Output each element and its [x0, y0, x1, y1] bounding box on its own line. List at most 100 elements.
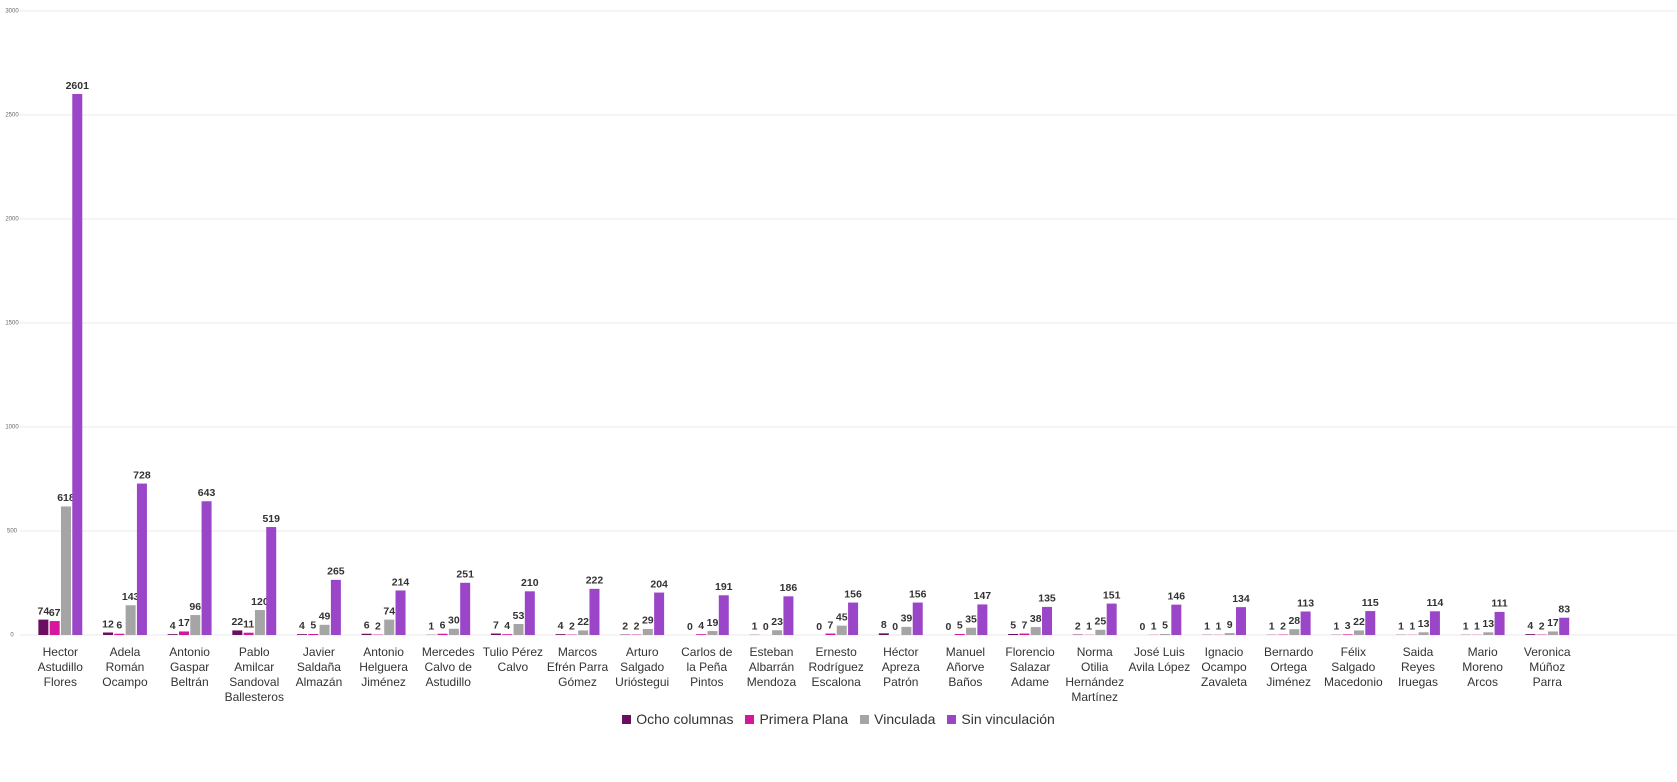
bar: [190, 615, 201, 635]
bar: [513, 623, 524, 635]
data-label: 23: [771, 616, 783, 628]
y-tick-label: 1500: [5, 321, 19, 327]
bar: [201, 501, 212, 635]
data-label: 1: [1333, 621, 1339, 633]
bar: [125, 605, 136, 635]
x-tick-label: Javier Saldaña Almazán: [295, 645, 343, 689]
bar: [502, 634, 513, 635]
bar: [954, 633, 965, 635]
bar: [783, 596, 794, 635]
bar: [966, 627, 977, 635]
bar: [1224, 633, 1235, 635]
data-label: 210: [521, 577, 539, 589]
x-tick-label: José Luis Avila López: [1128, 645, 1191, 674]
x-tick-label: Carlos de la Peña Pintos: [681, 645, 733, 689]
data-label: 2: [634, 620, 640, 632]
bar: [836, 625, 847, 635]
x-tick-label: Arturo Salgado Urióstegui: [615, 645, 670, 689]
x-tick-label: Héctor Apreza Patrón: [881, 645, 920, 689]
data-label: 111: [1491, 598, 1508, 610]
data-label: 96: [189, 601, 201, 613]
bar: [825, 633, 836, 635]
data-label: 519: [262, 513, 280, 525]
bar: [114, 633, 125, 635]
bar: [1171, 604, 1182, 635]
data-label: 7: [493, 619, 499, 631]
bar: [1042, 606, 1053, 635]
legend-label: Sin vinculación: [961, 711, 1055, 727]
legend-label: Ocho columnas: [636, 711, 734, 727]
data-label: 5: [1010, 620, 1016, 632]
data-label: 2: [1280, 620, 1286, 632]
data-label: 115: [1362, 597, 1379, 609]
data-label: 13: [1482, 618, 1494, 630]
data-label: 643: [198, 487, 216, 499]
data-label: 22: [231, 616, 243, 628]
data-label: 3: [1345, 620, 1351, 632]
bar: [49, 621, 60, 635]
data-label: 120: [251, 596, 269, 608]
bar: [1106, 603, 1117, 635]
data-label: 618: [57, 492, 75, 504]
bar: [901, 626, 912, 635]
data-label: 1: [1151, 621, 1157, 633]
x-tick-label: Mario Moreno Arcos: [1462, 645, 1503, 689]
bar: [254, 610, 265, 635]
bar: [1300, 611, 1311, 635]
bar: [1559, 617, 1570, 635]
data-label: 0: [1140, 621, 1146, 633]
legend-item: Ocho columnas: [622, 711, 733, 727]
data-label: 30: [448, 615, 460, 627]
data-label: 74: [383, 605, 395, 617]
bar: [1365, 611, 1376, 635]
bar: [718, 595, 729, 635]
data-label: 2601: [66, 80, 90, 92]
legend: Ocho columnas Primera Plana Vinculada Sin v…: [0, 711, 1677, 727]
bar: [361, 633, 372, 635]
y-tick-label: 3000: [5, 9, 19, 15]
data-label: 135: [1038, 593, 1056, 605]
data-label: 22: [1353, 616, 1365, 628]
bar: [912, 602, 923, 635]
data-label: 0: [687, 621, 693, 633]
x-tick-label: Hector Astudillo Flores: [37, 645, 83, 689]
bar: [696, 634, 707, 635]
x-tick-label: Adela Román Ocampo: [102, 645, 148, 689]
data-label: 114: [1426, 597, 1443, 609]
data-label: 25: [1095, 616, 1107, 628]
data-label: 1: [1269, 621, 1275, 633]
data-label: 53: [513, 610, 525, 622]
data-label: 7: [1022, 619, 1028, 631]
x-tick-label: Veronica Múñoz Parra: [1523, 645, 1571, 689]
data-label: 39: [901, 613, 913, 625]
bar: [460, 582, 471, 635]
bar: [878, 633, 889, 635]
data-label: 2: [375, 620, 381, 632]
bar: [848, 602, 859, 635]
bar: [1342, 634, 1353, 635]
y-tick-label: 1000: [5, 425, 19, 431]
bar: [1418, 632, 1429, 635]
bar: [167, 634, 178, 635]
bar: [1429, 611, 1440, 635]
bar: [1160, 633, 1171, 635]
bar: [555, 634, 566, 635]
legend-label: Primera Plana: [759, 711, 849, 727]
data-label: 19: [707, 617, 719, 629]
data-label: 4: [299, 620, 305, 632]
x-tick-label: Ernesto Rodríguez Escalona: [808, 645, 864, 689]
bar: [1483, 632, 1494, 635]
bar: [448, 628, 459, 635]
bar: [772, 630, 783, 635]
bar: [654, 592, 665, 635]
bar: [72, 93, 83, 635]
x-tick-label: Antonio Helguera Jiménez: [359, 645, 408, 689]
data-label: 1: [752, 621, 758, 633]
data-label: 2: [1075, 620, 1081, 632]
bar: [1547, 631, 1558, 635]
data-label: 4: [504, 620, 510, 632]
bar: [136, 483, 147, 635]
data-label: 0: [816, 621, 822, 633]
bar: [232, 630, 243, 635]
